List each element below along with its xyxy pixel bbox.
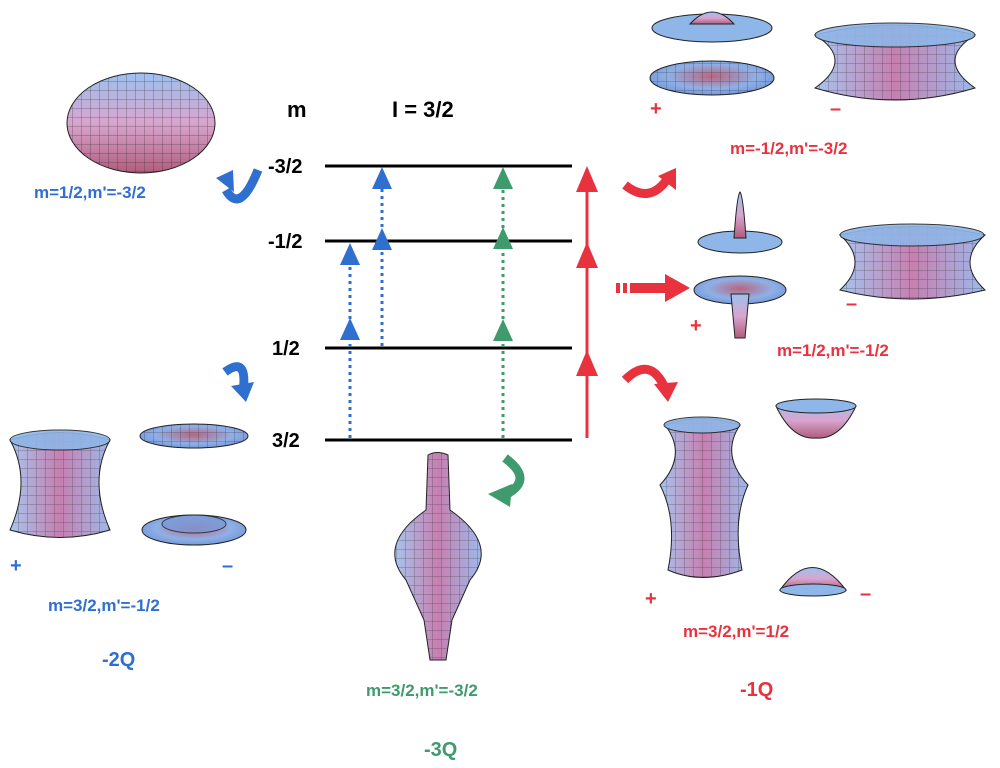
red-mid-transition-label: m=1/2,m'=-1/2 — [777, 341, 889, 360]
surface-wide-ring — [838, 223, 987, 300]
surface-spike-dish — [697, 191, 783, 254]
red-top-transition-label: m=-1/2,m'=-3/2 — [730, 139, 847, 158]
arrowhead — [372, 167, 392, 189]
curved-arrowhead-icon — [216, 170, 234, 192]
red-transitions — [576, 166, 598, 438]
surface-peaked-dish — [651, 11, 773, 43]
arrowhead — [576, 166, 598, 192]
plus-sign: + — [650, 98, 662, 120]
surface-bowl — [775, 398, 857, 439]
curved-arrowhead-icon — [658, 168, 676, 190]
blue-top-transition-label: m=1/2,m'=-3/2 — [34, 183, 146, 202]
arrowhead — [493, 227, 513, 249]
straight-arrow-dash — [616, 283, 620, 293]
surface-spindle — [394, 452, 482, 661]
level-label: 3/2 — [272, 430, 300, 452]
arrowhead — [340, 318, 360, 340]
arrowhead — [372, 228, 392, 250]
minus-sign: – — [222, 555, 233, 577]
green-order-label: -3Q — [424, 739, 457, 761]
energy-levels: -3/2 -1/2 1/2 3/2 — [268, 156, 572, 452]
straight-arrow-dash — [623, 283, 627, 293]
arrowhead — [340, 243, 360, 265]
red-bottom-transition-label: m=3/2,m'=1/2 — [683, 622, 789, 641]
curved-arrow-icon — [622, 175, 672, 198]
plus-sign: + — [10, 555, 22, 577]
curved-arrow-icon — [621, 364, 670, 391]
minus-sign: – — [830, 98, 841, 120]
straight-arrowhead-icon — [665, 274, 690, 302]
plus-sign: + — [690, 315, 702, 337]
curved-arrowhead-icon — [654, 382, 678, 402]
curved-arrow-icon — [222, 168, 263, 204]
surface-well-dish — [649, 60, 775, 96]
surface-cap — [779, 567, 848, 597]
blue-transitions — [348, 175, 384, 438]
spin-label: I = 3/2 — [392, 97, 454, 122]
arrowhead — [576, 350, 598, 376]
level-label: -1/2 — [268, 231, 302, 253]
green-transition — [493, 167, 513, 438]
surface-double-waist — [659, 416, 749, 578]
level-label: -3/2 — [268, 156, 302, 178]
curved-arrowhead-icon — [231, 382, 254, 402]
straight-arrow-shaft — [630, 283, 668, 293]
green-transition-label: m=3/2,m'=-3/2 — [366, 681, 478, 700]
level-label: 1/2 — [272, 338, 300, 360]
blue-order-label: -2Q — [102, 649, 135, 671]
arrowhead — [493, 319, 513, 341]
surface-hyperboloid-left — [9, 429, 111, 538]
m-axis-label: m — [287, 97, 307, 122]
minus-sign: – — [860, 583, 871, 605]
arrowhead — [493, 167, 513, 189]
curved-arrowhead-icon — [488, 484, 512, 507]
surface-oblate-ellipsoid — [66, 72, 216, 174]
arrowhead — [576, 242, 598, 268]
surface-dish-upper — [139, 423, 249, 449]
surface-dish-lower — [141, 514, 247, 546]
surface-funnel-dish — [693, 275, 787, 339]
plus-sign: + — [645, 588, 657, 610]
minus-sign: – — [846, 293, 857, 315]
red-order-label: -1Q — [740, 679, 773, 701]
curved-arrows — [216, 168, 690, 507]
blue-arrowheads — [340, 167, 392, 340]
surface-pinched-ring — [813, 22, 977, 101]
blue-bottom-transition-label: m=3/2,m'=-1/2 — [48, 596, 160, 615]
